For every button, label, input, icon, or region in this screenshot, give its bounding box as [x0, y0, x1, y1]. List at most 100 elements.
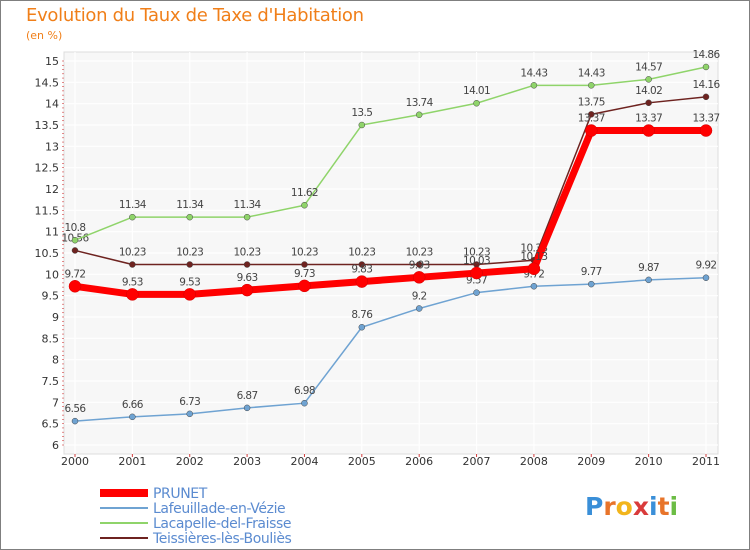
data-point [645, 276, 652, 284]
data-point [415, 261, 423, 268]
data-label: 11.62 [291, 187, 318, 199]
data-label: 10.8 [65, 222, 86, 234]
data-point [301, 399, 308, 407]
data-label: 6.98 [294, 385, 315, 397]
logo-letter: P [585, 492, 604, 521]
logo-letter: t [657, 492, 670, 521]
data-label: 6.56 [65, 403, 87, 415]
data-point [129, 261, 136, 268]
data-label: 11.34 [119, 199, 147, 211]
data-point [243, 404, 251, 412]
data-label: 9.83 [351, 264, 372, 276]
y-tick-label: 9 [52, 311, 59, 324]
data-label: 11.34 [176, 199, 204, 211]
data-point [530, 82, 538, 89]
data-label: 10.23 [291, 247, 318, 259]
data-point [71, 247, 79, 254]
data-point [470, 266, 483, 280]
data-point [588, 111, 595, 118]
logo-letter: o [615, 492, 633, 521]
data-point [702, 63, 710, 71]
data-point [68, 280, 82, 293]
data-point [415, 111, 423, 119]
data-point [240, 283, 254, 297]
chart-title: Evolution du Taux de Taxe d'Habitation [26, 5, 364, 26]
data-point [358, 323, 366, 331]
series-line-Lacapelle-del-Fraisse [74, 66, 707, 241]
data-point [642, 124, 655, 137]
data-label: 13.37 [578, 113, 605, 125]
data-point [585, 124, 598, 137]
data-label: 10.23 [348, 247, 375, 259]
x-tick-label: 2003 [233, 455, 261, 468]
x-tick-label: 2010 [635, 455, 663, 468]
data-label: 6.73 [179, 396, 200, 408]
data-label: 14.02 [635, 85, 662, 97]
data-point [527, 262, 541, 276]
data-point [243, 213, 251, 221]
y-tick-label: 13 [45, 140, 59, 153]
x-tick-label: 2009 [577, 455, 605, 468]
data-point [699, 124, 713, 137]
data-label: 6.66 [122, 399, 144, 411]
data-label: 14.43 [520, 67, 547, 79]
x-tick-label: 2000 [61, 455, 89, 468]
logo-letter: i [649, 492, 658, 521]
y-tick-label: 11.5 [35, 204, 60, 217]
x-tick-label: 2005 [348, 455, 376, 468]
data-point [645, 76, 652, 83]
x-tick-label: 2007 [463, 455, 491, 468]
data-point [71, 417, 79, 425]
data-label: 10.03 [463, 255, 490, 267]
data-point [301, 201, 308, 209]
y-tick-label: 12 [45, 183, 59, 196]
y-tick-label: 6 [52, 439, 59, 452]
data-label: 9.87 [638, 262, 659, 274]
data-label: 10.23 [463, 247, 490, 259]
legend-label: Teissières-lès-Bouliès [152, 531, 292, 547]
data-label: 6.87 [237, 390, 258, 402]
data-point [473, 99, 480, 107]
x-tick-label: 2006 [405, 455, 433, 468]
y-tick-label: 11 [45, 226, 59, 239]
data-label: 9.77 [581, 266, 602, 278]
y-tick-label: 15 [45, 55, 59, 68]
data-label: 9.72 [65, 268, 86, 280]
data-label: 10.23 [406, 247, 433, 259]
data-point [702, 93, 710, 101]
logo-letter: r [603, 492, 616, 521]
y-tick-label: 7 [52, 396, 59, 409]
data-label: 9.53 [122, 276, 143, 288]
logo-letter: i [669, 492, 679, 521]
y-tick-label: 8 [52, 354, 59, 367]
data-label: 10.13 [520, 251, 547, 263]
data-label: 14.86 [692, 49, 720, 61]
data-point [588, 82, 595, 89]
data-point [186, 410, 193, 418]
data-label: 14.43 [578, 67, 605, 79]
data-label: 11.34 [234, 199, 262, 211]
proxiti-logo: Proxiti [585, 492, 678, 521]
data-point [301, 261, 308, 268]
data-label: 9.2 [412, 290, 427, 302]
x-tick-label: 2001 [118, 455, 146, 468]
y-tick-label: 14.5 [35, 76, 60, 89]
x-tick-label: 2008 [520, 455, 548, 468]
data-point [126, 288, 139, 301]
data-label: 14.57 [635, 61, 662, 73]
data-point [243, 261, 251, 268]
series-line-Lafeuillade-en-Vézie [74, 276, 707, 422]
data-label: 14.01 [463, 85, 490, 97]
data-label: 9.63 [237, 272, 258, 284]
data-label: 8.76 [351, 309, 373, 321]
x-tick-label: 2002 [176, 455, 204, 468]
data-label: 13.75 [578, 96, 605, 108]
data-label: 13.37 [635, 113, 662, 125]
data-point [298, 279, 311, 293]
data-label: 14.16 [692, 79, 720, 91]
data-point [129, 413, 136, 421]
data-point [645, 99, 652, 107]
data-point [412, 271, 426, 284]
y-tick-label: 9.5 [42, 290, 60, 303]
